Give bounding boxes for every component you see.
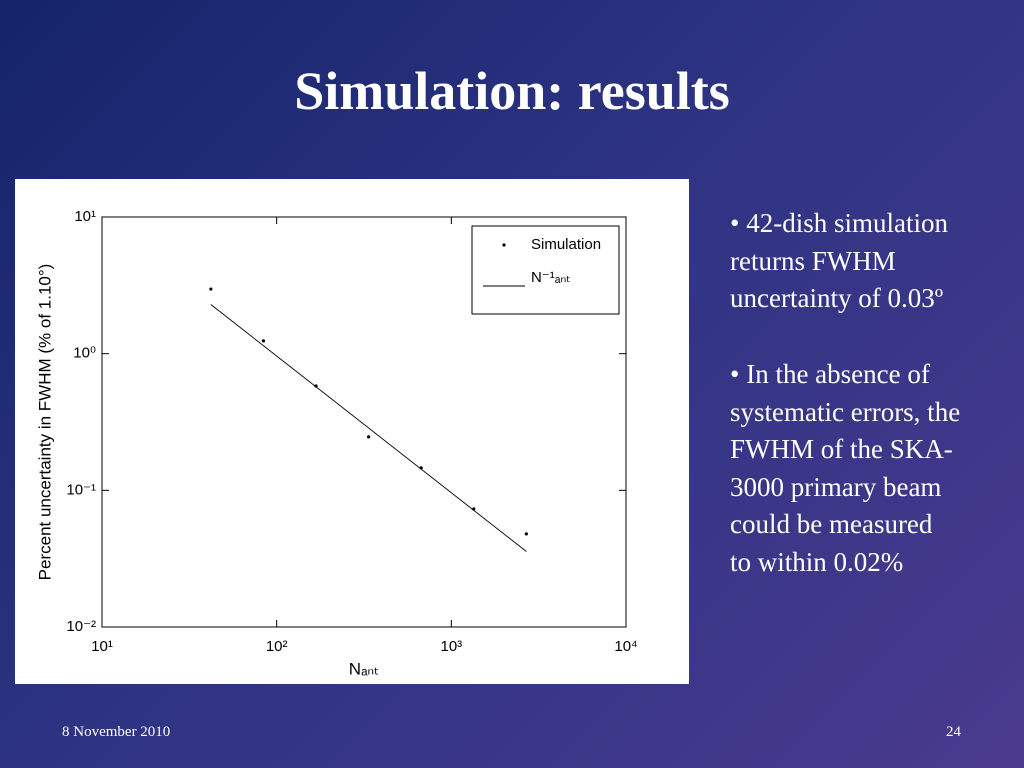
legend-label: Simulation <box>531 236 601 253</box>
bullet-line: to within 0.02% <box>730 546 904 577</box>
data-point <box>314 384 318 388</box>
fit-line <box>210 304 527 552</box>
data-point <box>209 287 213 291</box>
bullet-line: systematic errors, the <box>730 396 961 427</box>
x-axis-label: Nₐₙₜ <box>349 659 379 678</box>
plot-frame <box>101 216 627 628</box>
y-tick-label: 10⁻² <box>66 618 96 635</box>
chart: 10¹ 10² 10³ 10⁴ 10⁻² 10⁻¹ 10⁰ 10¹ Nₐₙₜ Percent un… <box>15 179 689 684</box>
legend-label: N⁻¹ₐₙₜ <box>531 269 571 286</box>
bullet-line: • In the absence of <box>730 359 930 389</box>
data-point <box>367 435 371 439</box>
data-point <box>524 532 528 536</box>
data-point <box>261 339 266 343</box>
bullet-line: could be measured <box>730 509 933 539</box>
y-axis-label: Percent uncertainty in FWHM (% of 1.10°) <box>35 264 54 581</box>
bullet: • 42-dish simulation returns FWHM uncert… <box>730 205 948 318</box>
legend-marker <box>502 243 506 247</box>
bullet-line: FWHM of the SKA- <box>730 434 953 464</box>
x-tick-label: 10⁴ <box>614 638 637 655</box>
footer-date: 8 November 2010 <box>62 724 171 740</box>
bullet-line: • 42-dish simulation <box>730 208 948 238</box>
y-tick-label: 10⁻¹ <box>66 481 96 498</box>
bullet-line: 3000 primary beam <box>730 471 942 502</box>
y-tick-label: 10¹ <box>74 208 96 225</box>
bullet-line: returns FWHM <box>730 245 896 276</box>
legend-box <box>471 225 620 315</box>
x-tick-label: 10¹ <box>91 638 113 655</box>
x-tick-label: 10³ <box>440 638 462 655</box>
bullet-line: uncertainty of 0.03º <box>730 283 944 313</box>
page-number: 24 <box>946 724 961 740</box>
y-tick-label: 10⁰ <box>73 345 96 362</box>
slide-title: Simulation: results <box>294 61 730 121</box>
x-tick-label: 10² <box>266 638 288 655</box>
bullet: • In the absence of systematic errors, t… <box>730 356 960 581</box>
